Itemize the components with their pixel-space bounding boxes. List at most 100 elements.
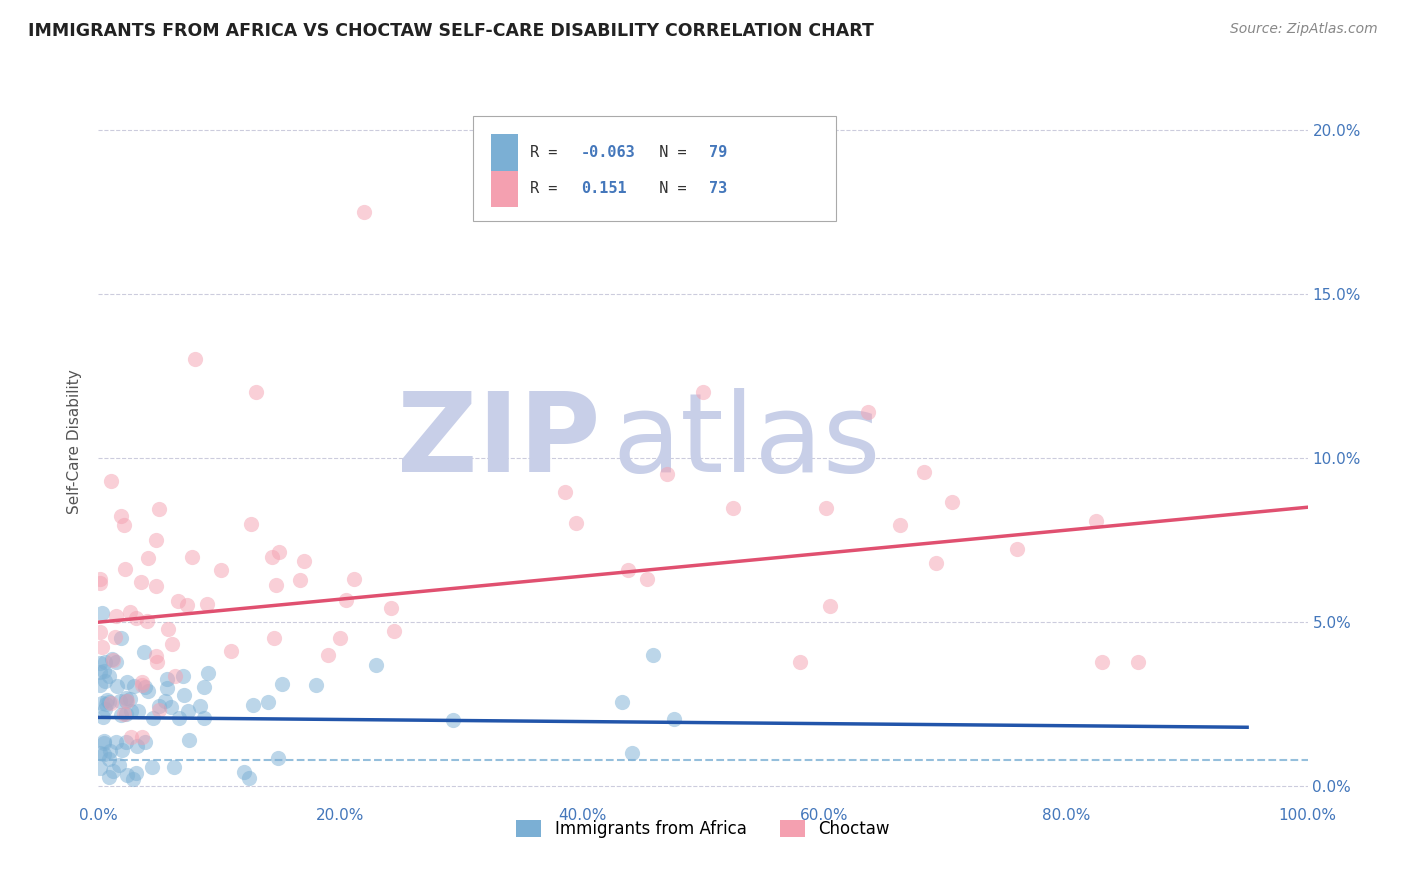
Point (789, 655, 811, 669)
Point (89, 572, 111, 586)
Point (176, 598, 198, 612)
Point (98, 770, 121, 784)
Point (138, 684, 160, 698)
Point (621, 746, 644, 760)
Point (124, 765, 146, 780)
Text: atlas: atlas (613, 388, 880, 495)
Point (93, 674, 115, 689)
Point (912, 465, 935, 479)
Point (114, 690, 136, 705)
Point (188, 699, 211, 714)
Point (148, 699, 170, 714)
Point (271, 677, 294, 691)
Point (209, 564, 232, 578)
Point (692, 385, 714, 400)
Point (103, 653, 125, 667)
Point (94, 697, 117, 711)
Point (101, 764, 124, 779)
Point (118, 605, 141, 619)
Point (240, 516, 263, 531)
FancyBboxPatch shape (474, 117, 837, 221)
Point (110, 508, 132, 523)
Point (103, 630, 125, 644)
Point (245, 385, 267, 400)
Point (93, 736, 115, 750)
Point (565, 516, 588, 531)
Point (364, 657, 387, 672)
Point (173, 689, 195, 703)
Point (290, 573, 312, 587)
Point (91, 709, 114, 723)
Point (263, 631, 285, 645)
FancyBboxPatch shape (492, 135, 517, 170)
Point (89, 747, 111, 761)
Point (441, 713, 464, 727)
Point (93, 655, 115, 669)
Point (163, 760, 186, 774)
Point (238, 771, 260, 785)
Text: 73: 73 (709, 181, 727, 196)
Point (93, 664, 115, 678)
Point (141, 760, 163, 774)
Point (195, 597, 218, 611)
Point (115, 768, 138, 782)
Point (110, 631, 132, 645)
Point (108, 758, 131, 772)
Point (160, 699, 183, 714)
Point (155, 672, 177, 686)
Text: N =: N = (641, 145, 696, 160)
Point (131, 678, 153, 692)
Point (89, 625, 111, 640)
Point (131, 575, 153, 590)
Point (134, 680, 156, 694)
Point (641, 648, 664, 662)
Point (100, 474, 122, 488)
Point (193, 710, 215, 724)
Point (145, 579, 167, 593)
Point (100, 696, 122, 710)
Text: IMMIGRANTS FROM AFRICA VS CHOCTAW SELF-CARE DISABILITY CORRELATION CHART: IMMIGRANTS FROM AFRICA VS CHOCTAW SELF-C… (28, 22, 875, 40)
Point (818, 599, 841, 614)
Point (353, 204, 375, 219)
Text: 0.151: 0.151 (581, 181, 627, 196)
Point (115, 675, 138, 690)
Point (89, 657, 111, 671)
Point (219, 643, 242, 657)
Point (815, 501, 838, 516)
Text: Source: ZipAtlas.com: Source: ZipAtlas.com (1230, 22, 1378, 37)
Point (157, 622, 180, 636)
Y-axis label: Self-Care Disability: Self-Care Disability (67, 369, 83, 514)
Point (127, 704, 149, 718)
Text: ZIP: ZIP (396, 388, 600, 495)
Point (146, 655, 169, 669)
Point (93, 747, 115, 761)
Point (193, 680, 215, 694)
Point (91, 640, 114, 654)
Point (114, 562, 136, 576)
Point (104, 609, 127, 624)
Point (148, 502, 170, 516)
FancyBboxPatch shape (492, 170, 517, 207)
Point (179, 733, 201, 747)
Point (197, 665, 219, 680)
Point (382, 624, 405, 638)
Point (292, 554, 315, 568)
Legend: Immigrants from Africa, Choctaw: Immigrants from Africa, Choctaw (509, 814, 897, 845)
Point (122, 772, 145, 786)
Point (163, 669, 186, 683)
Point (125, 739, 148, 753)
Point (380, 600, 402, 615)
Point (105, 680, 128, 694)
Point (131, 675, 153, 690)
Text: R =: R = (530, 145, 567, 160)
Point (335, 593, 357, 607)
Point (104, 734, 127, 748)
Point (889, 517, 911, 532)
Point (115, 694, 138, 708)
Point (260, 549, 283, 564)
Point (1128, 655, 1150, 669)
Point (89, 576, 111, 591)
Point (112, 707, 135, 722)
Point (328, 631, 350, 645)
Point (110, 694, 132, 708)
